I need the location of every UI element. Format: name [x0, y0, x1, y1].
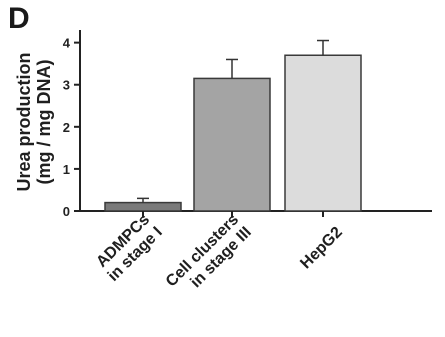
panel-label: D	[8, 2, 30, 35]
x-tick-label-line: HepG2	[297, 224, 346, 273]
y-axis-label-line2: (mg / mg DNA)	[34, 60, 54, 185]
bar	[284, 54, 362, 212]
bar	[193, 77, 271, 212]
y-tick-label: 4	[63, 36, 71, 51]
x-tick-label: Cell clustersin stage III	[163, 211, 255, 303]
y-tick-label: 3	[63, 78, 70, 93]
x-tick-label: ADMPCsin stage I	[92, 211, 166, 285]
bar	[104, 201, 182, 212]
x-tick-label: HepG2	[297, 224, 346, 273]
y-axis-label-line1: Urea production	[14, 52, 34, 191]
y-tick-label: 0	[63, 204, 70, 219]
y-tick-label: 1	[63, 162, 70, 177]
y-tick-label: 2	[63, 120, 70, 135]
y-axis-label: Urea production (mg / mg DNA)	[14, 52, 54, 191]
